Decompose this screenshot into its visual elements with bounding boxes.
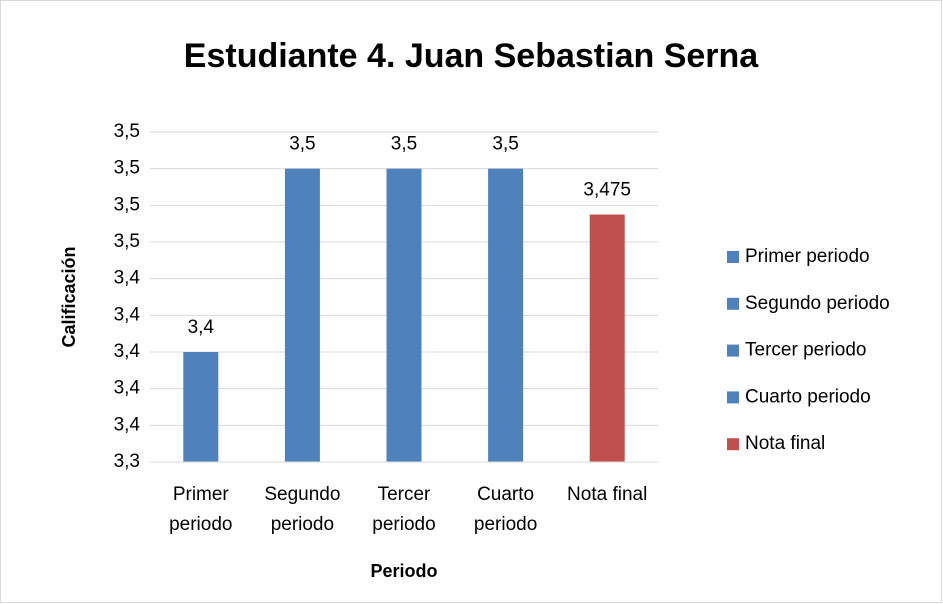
legend-swatch	[727, 344, 739, 357]
y-tick-label: 3,4	[114, 341, 141, 362]
y-tick-label: 3,5	[114, 158, 140, 179]
y-tick-label: 3,5	[114, 194, 140, 215]
y-tick-label: 3,5	[114, 231, 140, 252]
bar	[284, 168, 320, 462]
x-tick-label: Nota final	[567, 484, 648, 505]
legend-swatch	[727, 297, 739, 310]
x-tick-label: Primer periodo	[169, 484, 233, 535]
y-tick-label: 3,4	[114, 378, 141, 399]
data-label: 3,475	[583, 180, 631, 201]
legend-swatch	[727, 391, 739, 404]
legend-swatch	[727, 251, 739, 263]
y-tick-label: 3,4	[114, 414, 141, 435]
data-label: 3,5	[492, 134, 518, 155]
legend-label: Nota final	[745, 433, 825, 454]
bar	[589, 214, 625, 462]
data-label: 3,4	[188, 317, 215, 338]
legend-label: Tercer periodo	[745, 340, 866, 361]
bar	[386, 168, 422, 462]
y-axis-title: Calificación	[59, 246, 79, 347]
bar	[183, 352, 219, 462]
x-tick-label: Cuarto periodo	[473, 484, 538, 535]
y-tick-label: 3,3	[114, 451, 140, 472]
legend-label: Primer periodo	[745, 246, 870, 267]
x-tick-label: Segundo periodo	[264, 484, 341, 535]
y-tick-label: 3,4	[114, 304, 141, 325]
y-tick-label: 3,5	[114, 121, 140, 142]
bar	[488, 168, 524, 462]
data-label: 3,5	[289, 134, 315, 155]
legend-swatch	[727, 438, 739, 451]
legend-label: Cuarto periodo	[745, 386, 871, 407]
chart-title: Estudiante 4. Juan Sebastian Serna	[184, 37, 760, 75]
data-label: 3,5	[391, 134, 417, 155]
x-axis-title: Periodo	[370, 561, 437, 581]
legend-label: Segundo periodo	[745, 293, 890, 314]
y-tick-label: 3,4	[114, 268, 141, 289]
x-tick-label: Tercer periodo	[372, 484, 436, 535]
